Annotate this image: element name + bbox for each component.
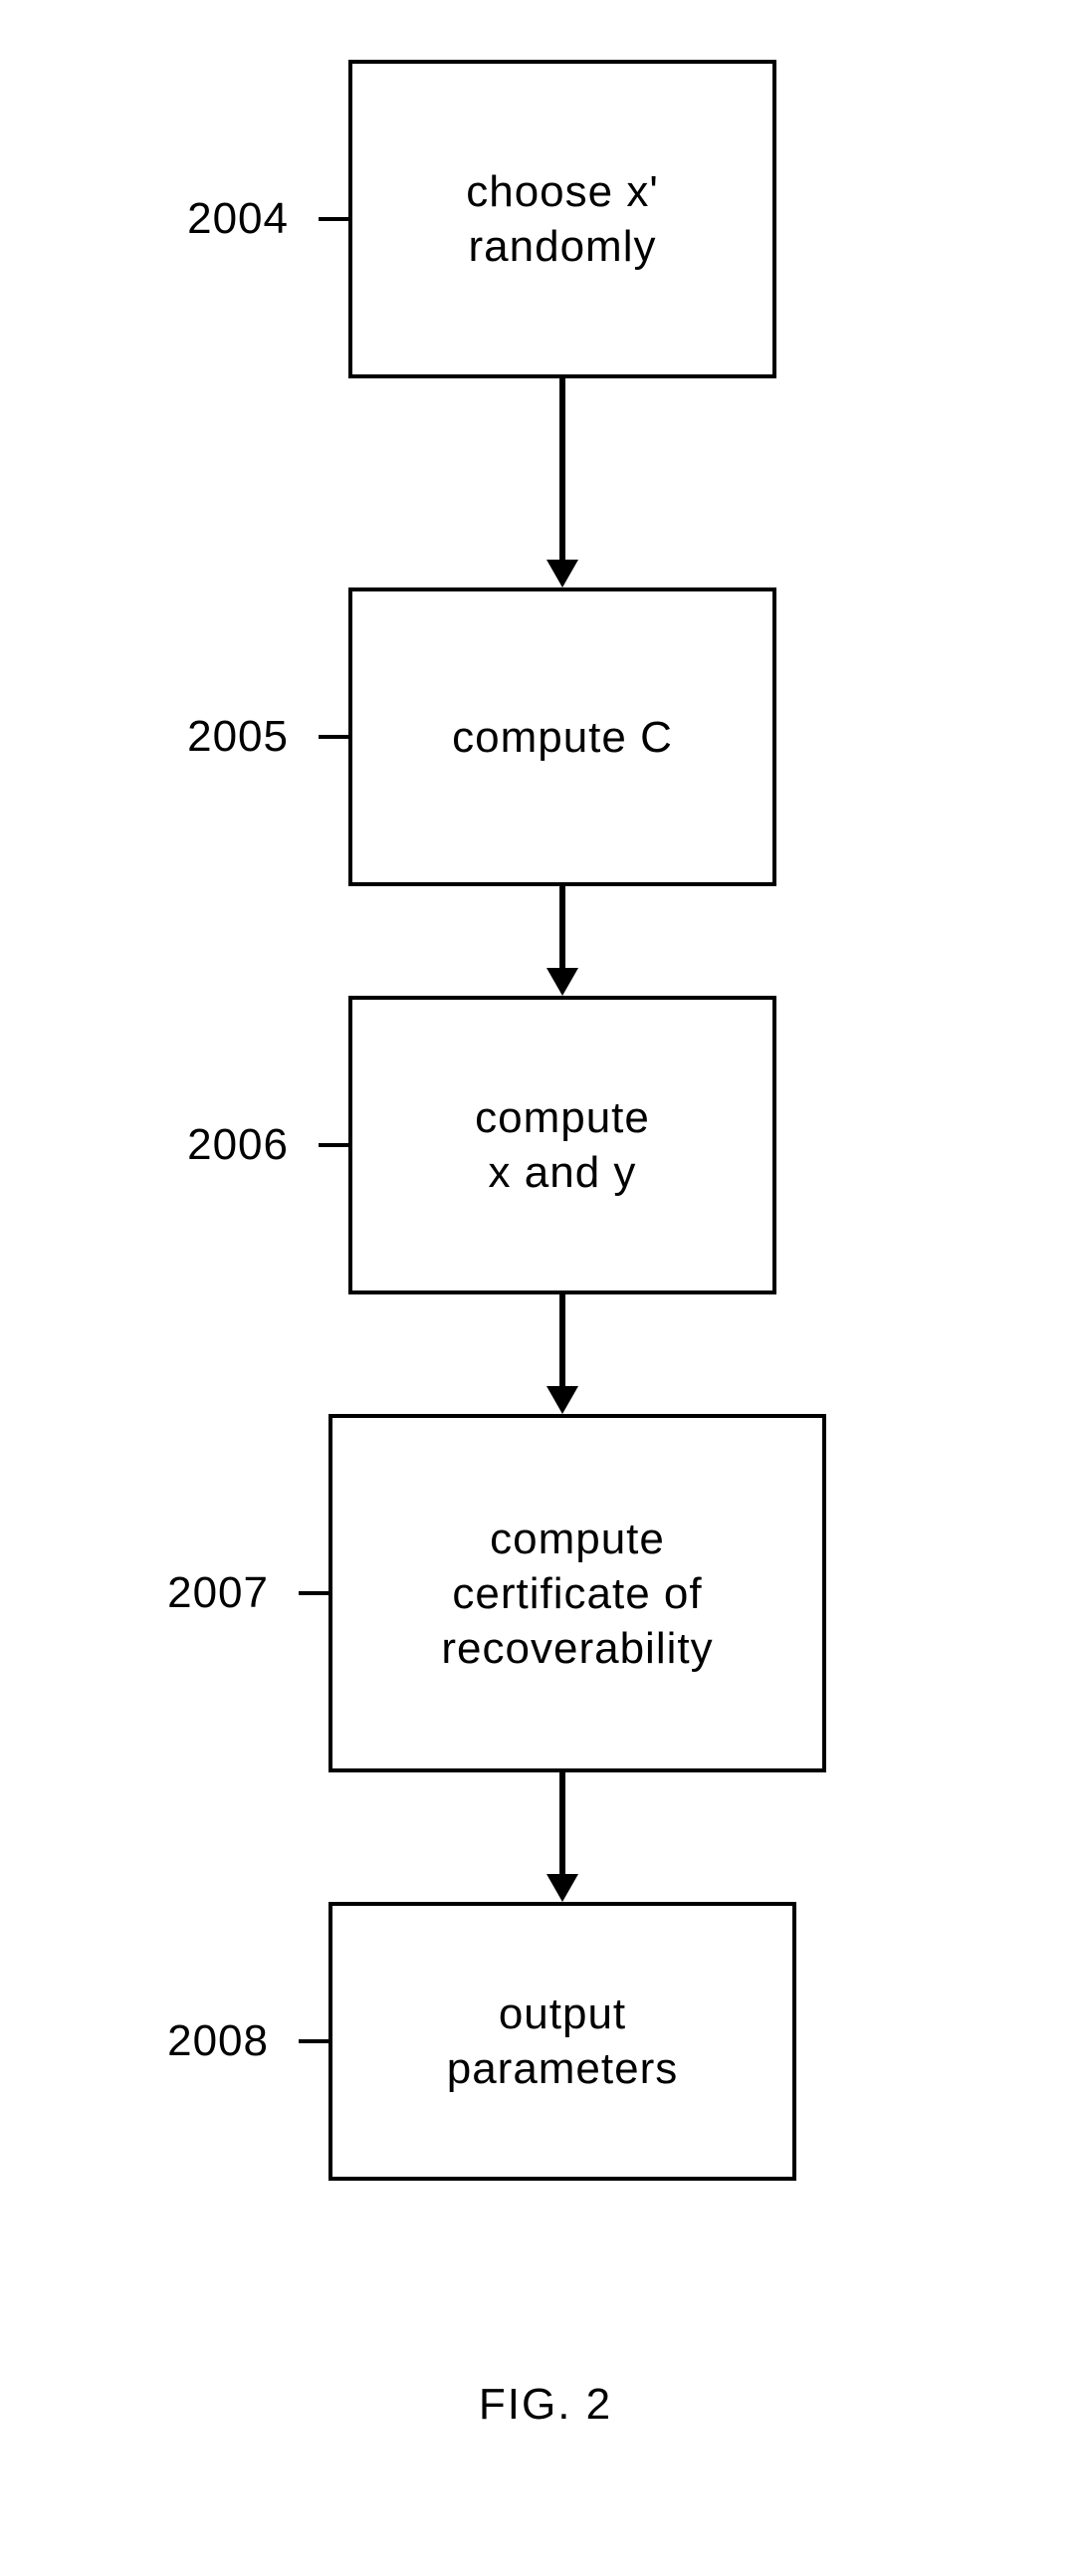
node-label-2006: 2006 [119,1120,289,1170]
node-text-4: compute certificate of recoverability [441,1512,713,1676]
node-text-1: choose x' randomly [466,164,659,274]
node-tick-2007 [299,1591,328,1595]
edge-2-3-head [546,968,578,996]
edge-4-5-stem [559,1772,565,1877]
node-label-2008: 2008 [100,2016,269,2066]
node-output-params: output parameters [328,1902,796,2181]
node-compute-certificate: compute certificate of recoverability [328,1414,826,1772]
node-compute-c: compute C [348,587,776,886]
node-tick-2008 [299,2039,328,2043]
node-text-3: compute x and y [475,1090,650,1200]
node-text-2: compute C [452,710,673,765]
edge-1-2-stem [559,378,565,563]
figure-caption: FIG. 2 [0,2380,1091,2430]
node-tick-2004 [319,217,348,221]
edge-4-5-head [546,1874,578,1902]
node-label-2007: 2007 [100,1568,269,1618]
node-choose-x: choose x' randomly [348,60,776,378]
node-text-5: output parameters [447,1987,679,2096]
flowchart-canvas: 2004 choose x' randomly 2005 compute C 2… [0,0,1091,2576]
node-label-2004: 2004 [119,194,289,244]
node-tick-2006 [319,1143,348,1147]
node-label-2005: 2005 [119,712,289,762]
edge-3-4-stem [559,1294,565,1389]
node-compute-xy: compute x and y [348,996,776,1294]
edge-2-3-stem [559,886,565,971]
edge-3-4-head [546,1386,578,1414]
node-tick-2005 [319,735,348,739]
edge-1-2-head [546,560,578,587]
